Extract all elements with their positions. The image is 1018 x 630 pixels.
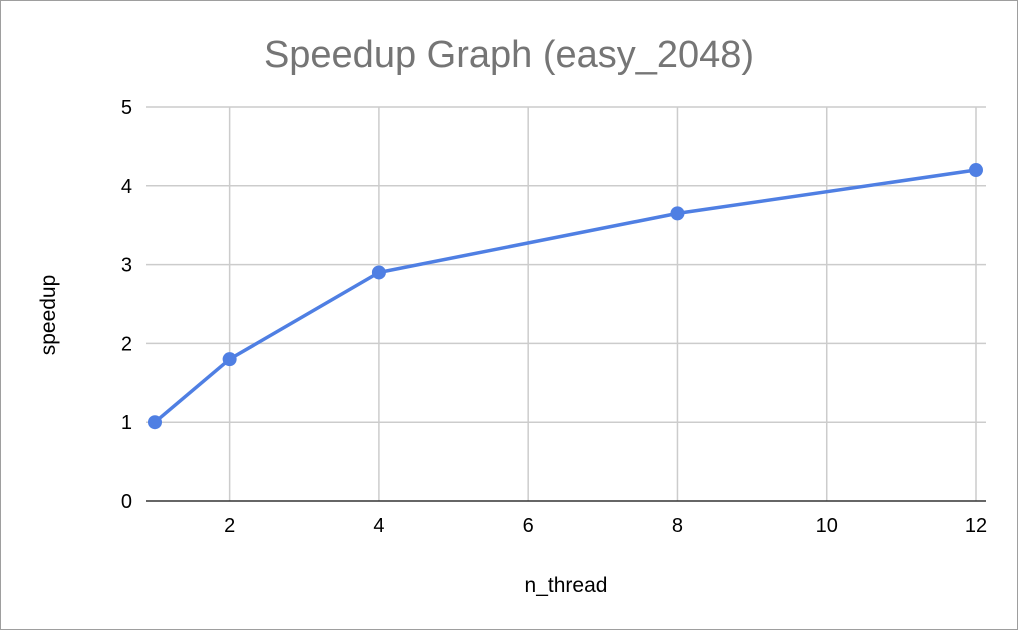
data-point: [670, 206, 685, 221]
y-tick-label: 1: [121, 412, 132, 434]
y-axis-label: speedup: [37, 275, 60, 356]
x-tick-label: 8: [672, 515, 683, 537]
y-tick-label: 0: [121, 491, 132, 513]
x-tick-label: 6: [523, 515, 534, 537]
y-tick-label: 4: [121, 176, 132, 198]
x-axis-label: n_thread: [525, 574, 608, 597]
series: [148, 163, 983, 430]
x-tick-label: 2: [224, 515, 235, 537]
x-tick-label: 12: [965, 515, 987, 537]
data-point: [222, 352, 237, 367]
chart-title: Speedup Graph (easy_2048): [264, 34, 754, 76]
x-tick-label: 10: [816, 515, 838, 537]
data-point: [148, 415, 162, 430]
x-tick-label: 4: [373, 515, 384, 537]
y-tick-label: 2: [121, 333, 132, 355]
y-tick-label: 3: [121, 255, 132, 277]
data-point: [371, 265, 386, 280]
series-line: [153, 168, 978, 424]
data-point: [969, 163, 983, 178]
y-tick-label: 5: [121, 97, 132, 119]
grid: [146, 106, 986, 502]
